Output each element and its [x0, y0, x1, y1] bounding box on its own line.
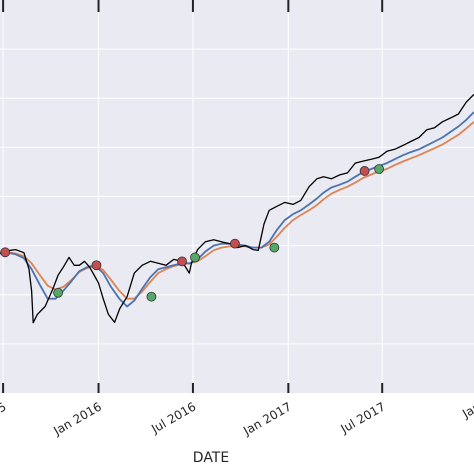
buy-signal-marker [190, 252, 200, 263]
x-axis-ticks [2, 0, 384, 393]
sell-signal-marker [359, 166, 370, 176]
sell-signal-marker [177, 256, 187, 267]
x-tick-label: Jul 2017 [338, 399, 388, 436]
x-tick-label: Jan 2017 [240, 399, 294, 438]
signal-markers [0, 164, 384, 302]
buy-signal-marker [269, 242, 280, 253]
x-tick-label: Jan [459, 399, 474, 421]
sell-signal-marker [91, 260, 102, 271]
sell-signal-marker [0, 247, 11, 258]
price-line [0, 93, 474, 324]
buy-signal-marker [374, 164, 384, 174]
sell-signal-marker [230, 238, 240, 249]
x-tick-label: 5 [0, 399, 9, 415]
x-tick-labels: 5 Jan 2016 Jul 2016 Jan 2017 Jul 2017 Jan [0, 399, 474, 438]
buy-signal-marker [53, 287, 63, 298]
buy-signal-marker [146, 291, 157, 302]
x-tick-label: Jan 2016 [50, 399, 104, 438]
x-tick-label: Jul 2016 [148, 399, 198, 436]
x-axis-label: DATE [193, 450, 229, 466]
